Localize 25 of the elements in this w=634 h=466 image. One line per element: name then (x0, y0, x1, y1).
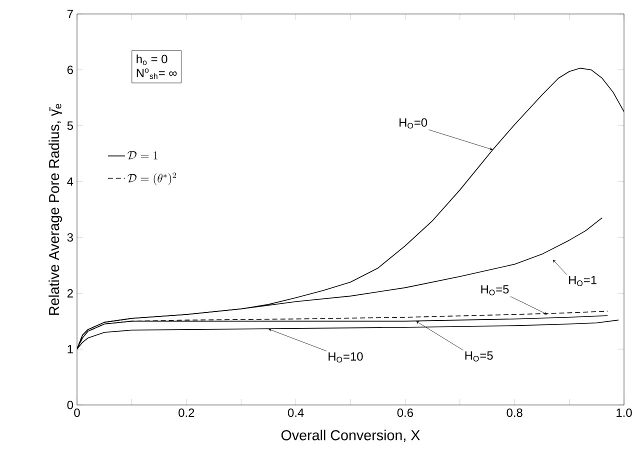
annotation: H$_{O}$=1 (569, 276, 596, 286)
annotation: H$_{O}$=0 (400, 118, 428, 129)
y-tick-label: 3 (67, 233, 73, 242)
y-axis-title: Relative Average Pore Radius, γ̄$_{e}$ (48, 104, 62, 315)
x-tick-label: 1.0 (616, 408, 632, 417)
annotation: H$_{O}$=10 (328, 352, 363, 362)
x-tick-label: 0.8 (506, 408, 522, 417)
x-tick-label: 0.6 (397, 408, 413, 417)
x-tick-label: 0.4 (288, 408, 304, 417)
legend-label: $\mathcal{D}= (\theta^{*})^{2}$ (128, 172, 176, 186)
y-tick-label: 5 (67, 122, 73, 130)
y-tick-label: 4 (67, 177, 74, 186)
annotation: h$_{o}$ = 0 (136, 54, 168, 66)
annotation: H$_{O}$=5 (465, 351, 493, 362)
x-axis-title: Overall Conversion, X (281, 430, 420, 442)
annotation: N$^{o}$$_{sh}$= ∞ (136, 68, 177, 79)
y-tick-label: 6 (67, 66, 73, 74)
y-tick-label: 7 (67, 10, 73, 18)
x-tick-label: 0 (74, 408, 80, 417)
y-tick-label: 0 (67, 400, 74, 410)
y-tick-label: 1 (68, 345, 73, 354)
x-tick-label: 0.2 (178, 408, 194, 417)
legend-label: $\mathcal{D}= 1$ (128, 151, 158, 160)
annotation: H$_{O}$=5 (481, 285, 509, 296)
y-tick-label: 2 (67, 289, 73, 298)
